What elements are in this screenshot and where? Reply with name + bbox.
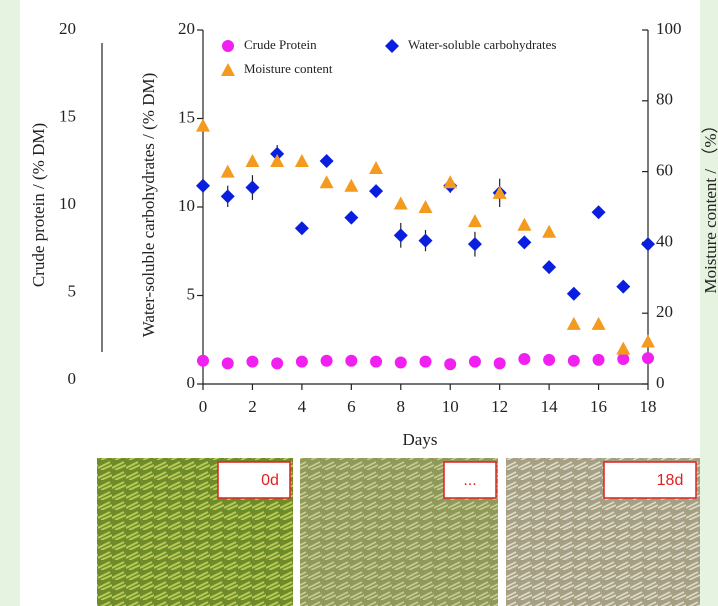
- point: [370, 356, 382, 368]
- point: [543, 354, 555, 366]
- point: [494, 357, 506, 369]
- y3-tick-label: 20: [59, 19, 76, 38]
- figure: Days Crude protein / (% DM) Water-solubl…: [0, 0, 718, 606]
- y3-tick-label: 10: [59, 194, 76, 213]
- x-tick-label: 6: [347, 397, 356, 416]
- y2-tick-label: 20: [656, 302, 673, 321]
- y3-tick-label: 5: [68, 281, 77, 300]
- y-axis-title: Water-soluble carbohydrates / (% DM): [139, 73, 158, 338]
- x-tick-label: 0: [199, 397, 208, 416]
- x-tick-label: 8: [397, 397, 406, 416]
- photo-label: 18d: [657, 472, 684, 489]
- y3-tick-label: 0: [68, 369, 77, 388]
- x-tick-label: 14: [541, 397, 559, 416]
- photo-label: 0d: [261, 472, 279, 489]
- x-tick-label: 2: [248, 397, 257, 416]
- point: [469, 356, 481, 368]
- point: [222, 357, 234, 369]
- y3-axis-title: Crude protein / (% DM): [29, 123, 48, 287]
- photos: 0d ... 18d: [97, 458, 700, 606]
- x-tick-label: 18: [640, 397, 657, 416]
- x-tick-label: 10: [442, 397, 459, 416]
- y2-tick-label: 60: [656, 161, 673, 180]
- point: [395, 357, 407, 369]
- legend-marker: [222, 40, 234, 52]
- x-axis-title: Days: [403, 430, 438, 449]
- y2-tick-label: 100: [656, 19, 682, 38]
- y-tick-label: 0: [187, 373, 196, 392]
- point: [444, 358, 456, 370]
- point: [642, 352, 654, 364]
- photo-label-box: [218, 462, 290, 498]
- legend-label: Moisture content: [244, 61, 333, 76]
- x-tick-label: 12: [491, 397, 508, 416]
- page: {"chart_data": {"type": "scatter", "x_la…: [0, 0, 718, 606]
- y2-axis-title: Moisture content / （%）: [701, 116, 718, 293]
- point: [518, 353, 530, 365]
- point: [321, 355, 333, 367]
- legend-label: Crude Protein: [244, 37, 317, 52]
- photo-label: ...: [463, 472, 476, 489]
- point: [345, 355, 357, 367]
- y-tick-label: 15: [178, 107, 195, 126]
- point: [197, 355, 209, 367]
- y2-tick-label: 40: [656, 231, 673, 250]
- y2-tick-label: 0: [656, 373, 665, 392]
- point: [568, 355, 580, 367]
- x-tick-label: 4: [298, 397, 307, 416]
- y-tick-label: 5: [187, 284, 196, 303]
- y2-tick-label: 80: [656, 90, 673, 109]
- x-tick-label: 16: [590, 397, 607, 416]
- y-tick-label: 20: [178, 19, 195, 38]
- point: [271, 357, 283, 369]
- point: [296, 356, 308, 368]
- legend-label: Water-soluble carbohydrates: [408, 37, 557, 52]
- point: [246, 356, 258, 368]
- point: [593, 354, 605, 366]
- point: [420, 356, 432, 368]
- y3-tick-label: 15: [59, 106, 76, 125]
- y-tick-label: 10: [178, 196, 195, 215]
- point: [617, 353, 629, 365]
